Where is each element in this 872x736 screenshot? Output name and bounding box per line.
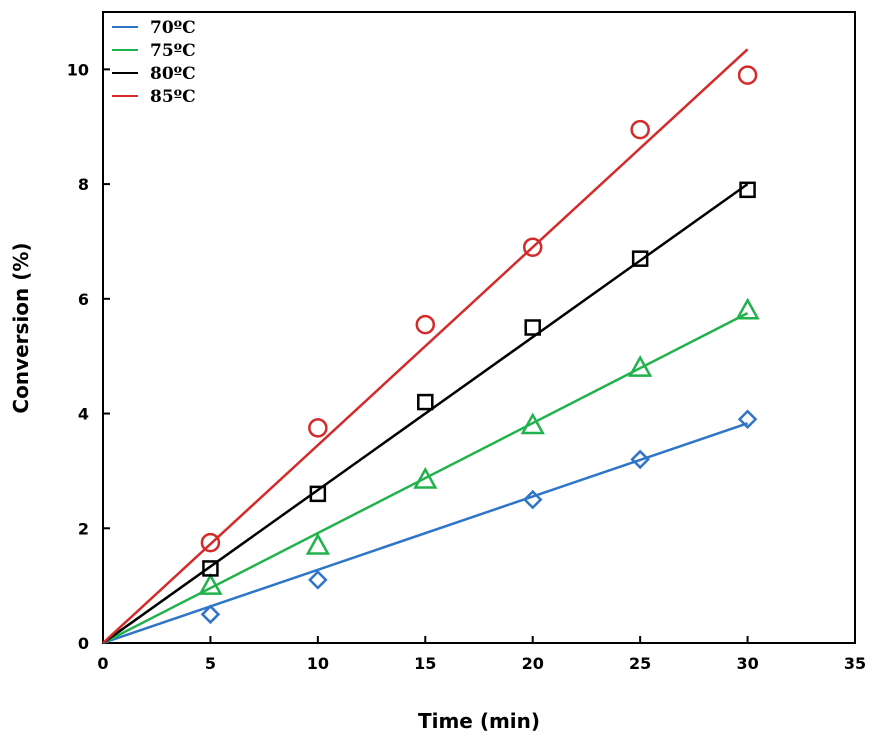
- triangle-marker: [735, 297, 760, 320]
- x-axis-title: Time (min): [418, 709, 540, 733]
- square-marker: [631, 250, 649, 267]
- diamond-marker: [200, 604, 221, 625]
- square-marker: [309, 485, 327, 503]
- y-axis-title: Conversion (%): [9, 242, 33, 413]
- square-marker: [417, 393, 434, 411]
- y-tick-label: 4: [78, 405, 89, 424]
- x-tick-label: 10: [307, 654, 329, 673]
- square-marker: [524, 319, 541, 336]
- triangle-marker: [198, 573, 223, 595]
- x-tick-label: 35: [844, 654, 866, 673]
- y-tick-label: 0: [78, 634, 89, 653]
- diamond-marker: [737, 409, 758, 430]
- triangle-marker: [628, 355, 653, 377]
- circle-marker: [630, 119, 650, 140]
- fit-line-series-1: [102, 422, 748, 645]
- circle-marker: [308, 418, 328, 438]
- y-tick-label: 8: [78, 175, 89, 194]
- diamond-marker: [522, 489, 543, 510]
- legend: 70ºC 75ºC 80ºC 85ºC: [112, 18, 196, 107]
- legend-label-2: 75ºC: [150, 41, 196, 61]
- triangle-marker: [520, 412, 545, 435]
- x-tick-label: 25: [629, 654, 651, 673]
- square-marker: [202, 560, 219, 577]
- axes-group: 0 5 10 15 20 25 30 35 0 2 4 6 8 10: [67, 60, 866, 673]
- fit-lines-group: [102, 48, 749, 645]
- square-marker: [739, 181, 756, 199]
- x-tick-label: 30: [736, 654, 758, 673]
- x-tick-label: 0: [97, 654, 108, 673]
- triangle-marker: [305, 532, 330, 555]
- circle-marker: [415, 314, 436, 335]
- fit-line-series-2: [102, 312, 749, 645]
- y-tick-label: 6: [78, 290, 89, 309]
- x-tick-label: 5: [205, 654, 216, 673]
- legend-label-1: 70ºC: [150, 18, 196, 38]
- fit-line-series-3: [102, 183, 749, 645]
- triangle-marker: [413, 466, 438, 489]
- plot-area-frame: [102, 11, 856, 644]
- circle-marker: [522, 237, 543, 257]
- legend-label-4: 85ºC: [150, 87, 196, 107]
- fit-line-series-4: [102, 48, 749, 644]
- circle-marker: [200, 532, 221, 553]
- y-tick-label: 10: [67, 60, 89, 79]
- diamond-marker: [630, 449, 650, 470]
- legend-label-3: 80ºC: [150, 64, 196, 84]
- circle-marker: [737, 65, 758, 85]
- diamond-marker: [308, 570, 328, 590]
- y-tick-label: 2: [78, 519, 89, 538]
- x-tick-label: 20: [522, 654, 544, 673]
- markers-group: [198, 65, 760, 625]
- x-tick-label: 15: [414, 654, 436, 673]
